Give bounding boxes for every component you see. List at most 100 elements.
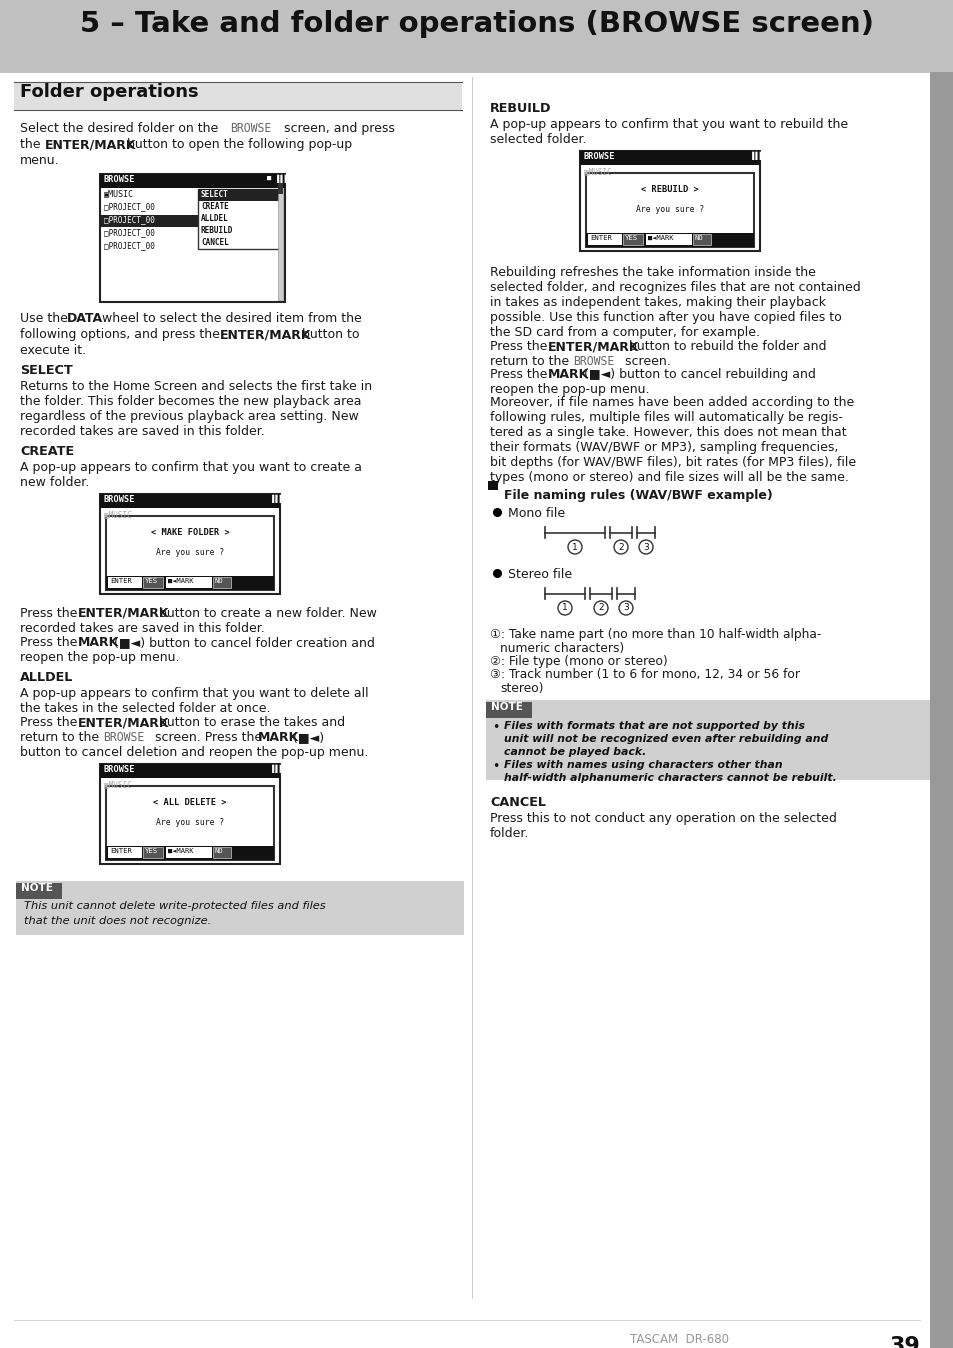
Text: Press the: Press the: [490, 368, 551, 381]
Text: ■◄MARK: ■◄MARK: [168, 848, 193, 855]
Text: REBUILD: REBUILD: [490, 102, 551, 115]
Text: cannot be played back.: cannot be played back.: [503, 747, 645, 758]
Bar: [106, 516, 274, 590]
Text: A pop-up appears to confirm that you want to delete all: A pop-up appears to confirm that you wan…: [20, 687, 368, 700]
Bar: [143, 847, 163, 857]
Text: return to the: return to the: [490, 355, 573, 368]
Bar: [100, 493, 280, 508]
Text: possible. Use this function after you have copied files to: possible. Use this function after you ha…: [490, 311, 841, 324]
Text: the SD card from a computer, for example.: the SD card from a computer, for example…: [490, 326, 760, 338]
Text: ■◄MARK: ■◄MARK: [168, 578, 193, 584]
Text: YES: YES: [145, 848, 158, 855]
Text: BROWSE: BROWSE: [583, 152, 615, 160]
Bar: [485, 700, 929, 780]
Text: screen, and press: screen, and press: [280, 123, 395, 135]
Text: BROWSE: BROWSE: [573, 355, 614, 368]
Text: ①: Take name part (no more than 10 half-width alpha-: ①: Take name part (no more than 10 half-…: [490, 628, 821, 642]
Text: Mono file: Mono file: [507, 507, 564, 520]
Text: Use the: Use the: [20, 311, 71, 325]
Text: □PROJECT_00: □PROJECT_00: [104, 241, 154, 249]
Bar: [106, 576, 274, 590]
Text: A pop-up appears to confirm that you want to rebuild the: A pop-up appears to confirm that you wan…: [490, 119, 847, 131]
Text: 2: 2: [598, 604, 603, 612]
Text: Rebuilding refreshes the take information inside the: Rebuilding refreshes the take informatio…: [490, 266, 815, 279]
Bar: [587, 235, 621, 245]
Bar: [14, 82, 461, 111]
Text: (■◄) button to cancel folder creation and: (■◄) button to cancel folder creation an…: [110, 636, 375, 648]
Text: ■◄MARK: ■◄MARK: [647, 235, 673, 241]
Text: ENTER: ENTER: [110, 578, 132, 584]
Text: ENTER: ENTER: [589, 235, 611, 241]
Bar: [198, 189, 280, 201]
Text: ▐▐▐: ▐▐▐: [749, 152, 762, 160]
Text: following rules, multiple files will automatically be regis-: following rules, multiple files will aut…: [490, 411, 842, 425]
Text: Press the: Press the: [490, 340, 551, 353]
Bar: [100, 764, 280, 778]
Bar: [100, 174, 285, 302]
Text: recorded takes are saved in this folder.: recorded takes are saved in this folder.: [20, 621, 265, 635]
Text: reopen the pop-up menu.: reopen the pop-up menu.: [490, 383, 649, 396]
Bar: [100, 493, 280, 594]
Bar: [277, 187, 283, 301]
Bar: [198, 189, 280, 249]
Bar: [16, 882, 463, 936]
Text: tered as a single take. However, this does not mean that: tered as a single take. However, this do…: [490, 426, 845, 439]
Text: the takes in the selected folder at once.: the takes in the selected folder at once…: [20, 702, 271, 714]
Text: ▐▐▐: ▐▐▐: [274, 175, 288, 183]
Text: unit will not be recognized even after rebuilding and: unit will not be recognized even after r…: [503, 735, 827, 744]
Text: selected folder.: selected folder.: [490, 133, 586, 146]
Text: CREATE: CREATE: [20, 445, 74, 458]
Text: Are you sure ?: Are you sure ?: [155, 549, 224, 557]
Text: NOTE: NOTE: [21, 883, 52, 892]
Text: 3: 3: [622, 604, 628, 612]
Text: Press this to not conduct any operation on the selected: Press this to not conduct any operation …: [490, 811, 836, 825]
Text: 39: 39: [888, 1336, 919, 1348]
Text: < REBUILD >: < REBUILD >: [640, 185, 699, 194]
Text: SELECT: SELECT: [201, 190, 229, 200]
Bar: [166, 577, 212, 588]
Text: new folder.: new folder.: [20, 476, 90, 489]
Text: button to: button to: [297, 328, 359, 341]
Text: •: •: [492, 721, 498, 735]
Text: NOTE: NOTE: [491, 702, 522, 712]
Text: that the unit does not recognize.: that the unit does not recognize.: [24, 917, 211, 926]
Text: BROWSE: BROWSE: [103, 731, 144, 744]
Bar: [485, 702, 532, 718]
Text: CANCEL: CANCEL: [490, 797, 545, 809]
Text: BROWSE: BROWSE: [104, 175, 135, 183]
Text: regardless of the previous playback area setting. New: regardless of the previous playback area…: [20, 410, 358, 423]
Text: ENTER: ENTER: [110, 848, 132, 855]
Text: File naming rules (WAV/BWF example): File naming rules (WAV/BWF example): [503, 489, 772, 501]
Text: NO: NO: [214, 578, 224, 584]
Text: Files with names using characters other than: Files with names using characters other …: [503, 760, 781, 770]
Bar: [213, 577, 231, 588]
Bar: [579, 151, 760, 251]
Circle shape: [639, 541, 652, 554]
Text: □PROJECT_00: □PROJECT_00: [104, 214, 154, 224]
Text: button to create a new folder. New: button to create a new folder. New: [154, 607, 376, 620]
Bar: [585, 233, 753, 247]
Text: ▣MUSIC: ▣MUSIC: [104, 189, 133, 198]
Text: Stereo file: Stereo file: [507, 568, 572, 581]
Text: stereo): stereo): [499, 682, 543, 696]
Text: ENTER/MARK: ENTER/MARK: [220, 328, 312, 341]
Text: BROWSE: BROWSE: [104, 495, 135, 504]
Text: return to the: return to the: [20, 731, 103, 744]
Bar: [100, 174, 285, 187]
Bar: [101, 214, 199, 226]
Circle shape: [614, 541, 627, 554]
Text: menu.: menu.: [20, 154, 59, 167]
Text: ▣MUSIC: ▣MUSIC: [104, 510, 132, 519]
Circle shape: [618, 601, 633, 615]
Text: Files with formats that are not supported by this: Files with formats that are not supporte…: [503, 721, 804, 731]
Text: screen. Press the: screen. Press the: [151, 731, 266, 744]
Text: ENTER/MARK: ENTER/MARK: [78, 716, 170, 729]
Text: ▐▐▐: ▐▐▐: [270, 495, 282, 503]
Circle shape: [558, 601, 572, 615]
Bar: [929, 71, 953, 1348]
Bar: [108, 577, 142, 588]
Text: recorded takes are saved in this folder.: recorded takes are saved in this folder.: [20, 425, 265, 438]
Text: button to rebuild the folder and: button to rebuild the folder and: [624, 340, 825, 353]
Text: reopen the pop-up menu.: reopen the pop-up menu.: [20, 651, 179, 665]
Bar: [16, 883, 62, 899]
